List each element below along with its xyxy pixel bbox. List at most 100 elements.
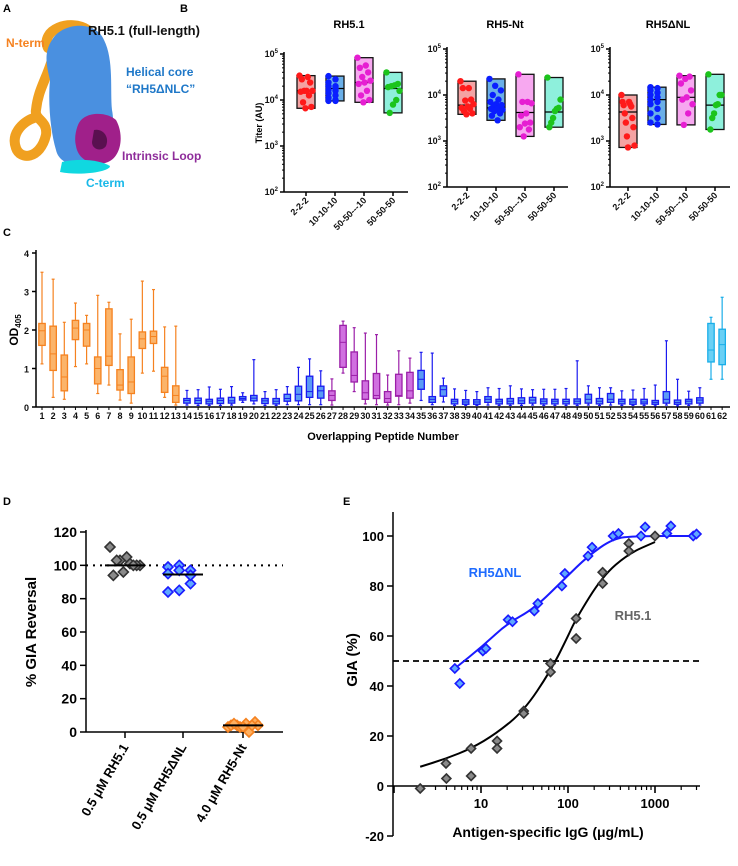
- gia-point-rh5dnl: [559, 567, 571, 580]
- titer-point: [677, 80, 685, 87]
- tick-base: 10: [428, 44, 438, 54]
- x-tick-label: 21: [260, 411, 270, 421]
- iqr-box: [283, 393, 292, 402]
- titer-point: [462, 97, 469, 104]
- titer-point: [302, 105, 309, 112]
- fit-curve-rh51: [419, 541, 656, 768]
- x-tick-label: 13: [171, 411, 181, 421]
- x-tick-label: 3: [62, 411, 67, 421]
- x-tick-label: 50-50-50: [365, 195, 398, 228]
- y-tick-label: -20: [365, 829, 384, 844]
- peptide-box-44: [517, 388, 526, 407]
- y-tick-label: 103: [265, 141, 279, 151]
- titer-point: [527, 119, 534, 126]
- titer-point: [459, 84, 467, 92]
- x-tick-label: 52: [606, 411, 616, 421]
- series-label-rh5dnl: RH5ΔNL: [469, 565, 522, 580]
- iqr-box: [662, 390, 671, 404]
- iqr-box: [82, 322, 91, 347]
- titer-point: [525, 126, 533, 133]
- gia-point-rh5dnl: [690, 528, 703, 540]
- titer-point: [519, 98, 526, 106]
- x-tick-label: 56: [650, 411, 660, 421]
- peptide-box-21: [261, 391, 269, 407]
- y-tick-label: 80: [61, 591, 77, 607]
- gia-reversal-point: [120, 550, 133, 564]
- label-n-term: N-term: [6, 36, 45, 50]
- y-tick-label: 20: [61, 691, 77, 707]
- titer-point: [298, 76, 306, 83]
- titer-point: [654, 105, 661, 113]
- x-tick-label: 2-2-2: [610, 190, 632, 212]
- tick-base: 10: [265, 95, 275, 105]
- titer-point: [389, 101, 397, 108]
- tick-base: 10: [428, 182, 438, 192]
- peptide-box-14: [183, 389, 191, 406]
- panel-b-title-rh51: RH5.1: [333, 19, 364, 31]
- x-tick-label: 31: [371, 411, 381, 421]
- gia-point-rh51: [570, 632, 582, 645]
- gia-point-rh51: [465, 742, 477, 755]
- peptide-box-24: [294, 366, 303, 406]
- titer-point: [647, 96, 654, 103]
- x-tick-label: 39: [461, 411, 471, 421]
- peptide-box-50: [584, 385, 593, 406]
- iqr-box: [149, 330, 158, 345]
- x-tick-label: 50-50-50: [687, 190, 720, 223]
- peptide-box-33: [394, 350, 403, 406]
- gia-reversal-point: [161, 585, 175, 599]
- y-tick-label: 100: [362, 529, 384, 544]
- peptide-box-34: [406, 357, 414, 404]
- peptide-box-12: [160, 326, 169, 398]
- gia-reversal-point: [103, 540, 117, 554]
- panel-label-c: C: [3, 227, 11, 239]
- x-tick-label: 62: [717, 411, 727, 421]
- peptide-box-56: [651, 384, 660, 407]
- peptide-box-55: [640, 387, 648, 407]
- panel-a-title: RH5.1 (full-length): [88, 23, 200, 38]
- titer-point: [463, 111, 470, 118]
- titer-point: [557, 96, 564, 103]
- iqr-box: [294, 385, 303, 402]
- titer-point: [304, 73, 311, 81]
- x-tick-label: 4: [73, 411, 78, 421]
- x-tick-label: 43: [505, 411, 515, 421]
- iqr-box: [606, 392, 615, 404]
- x-tick-label: 25: [305, 411, 315, 421]
- y-tick-label: 20: [370, 729, 384, 744]
- titer-point: [386, 109, 393, 117]
- x-tick-label: 30: [360, 411, 370, 421]
- x-tick-label: 45: [528, 411, 538, 421]
- peptide-box-19: [238, 392, 247, 403]
- titer-point: [367, 77, 374, 84]
- peptide-box-40: [472, 391, 481, 407]
- x-tick-label: 35: [416, 411, 426, 421]
- iqr-box: [406, 371, 414, 399]
- titer-point: [687, 87, 695, 94]
- x-tick-label: 36: [427, 411, 437, 421]
- iqr-box: [93, 356, 102, 385]
- x-tick-label: 48: [561, 411, 571, 421]
- titer-point: [332, 87, 339, 95]
- x-tick-label: 44: [516, 411, 526, 421]
- x-tick-label: 10: [137, 411, 147, 421]
- gia-point-rh5dnl: [639, 521, 651, 533]
- gia-point-rh5dnl: [612, 527, 625, 540]
- od-subscript: 405: [14, 314, 23, 328]
- gia-point-rh51: [649, 530, 661, 542]
- titer-point: [707, 126, 714, 133]
- iqr-box: [394, 373, 403, 397]
- iqr-box: [361, 380, 370, 400]
- titer-point: [679, 96, 686, 103]
- peptide-box-26: [316, 370, 325, 406]
- gia-point-rh51: [440, 757, 452, 770]
- peptide-box-62: [718, 296, 727, 380]
- x-tick-label: 55: [639, 411, 649, 421]
- gia-point-rh5dnl: [661, 527, 673, 540]
- gia-reversal-point: [173, 584, 186, 597]
- titer-point: [491, 82, 499, 90]
- y-tick-label: 4: [24, 249, 29, 259]
- titer-point: [356, 64, 364, 72]
- panel-e-ylabel: GIA (%): [344, 633, 361, 687]
